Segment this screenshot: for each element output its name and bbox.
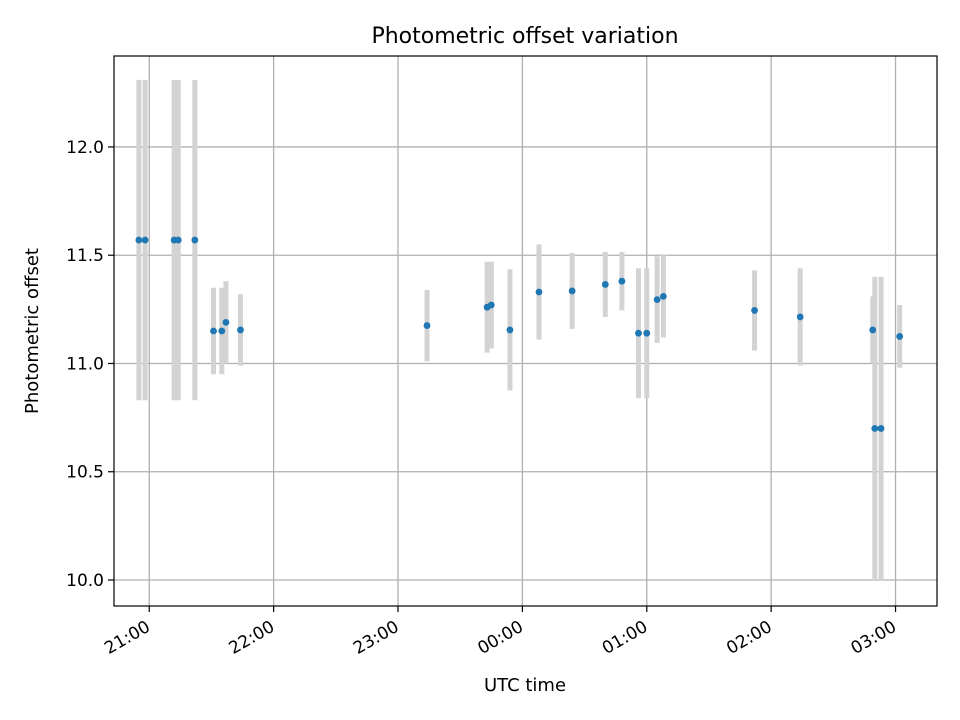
chart-title: Photometric offset variation (371, 24, 678, 49)
y-tick-label: 11.5 (66, 246, 104, 266)
y-tick-label: 12.0 (66, 138, 104, 158)
y-tick-label: 10.0 (66, 571, 104, 591)
data-point (237, 326, 244, 334)
data-point (568, 287, 576, 295)
data-point (653, 296, 661, 304)
y-axis-ticks: 10.0 10.5 11.0 11.5 12.0 (66, 138, 114, 591)
data-point (191, 236, 199, 244)
data-point (869, 326, 877, 334)
data-points (135, 236, 904, 432)
data-point (601, 281, 609, 288)
data-point (871, 425, 879, 432)
y-axis-label: Photometric offset (22, 248, 43, 414)
y-tick-label: 10.5 (66, 463, 104, 483)
data-point (218, 327, 226, 335)
data-point (643, 329, 651, 337)
data-point (141, 236, 149, 244)
data-point (174, 236, 182, 244)
data-point (877, 425, 885, 432)
data-point (659, 292, 667, 300)
data-point (796, 313, 804, 321)
data-point (618, 277, 626, 285)
grid (114, 56, 937, 606)
data-point (506, 326, 514, 334)
data-point (635, 329, 642, 337)
data-point (210, 327, 217, 335)
data-point (222, 318, 230, 326)
data-point (535, 288, 543, 296)
axes-frame (113, 55, 938, 607)
x-axis-label: UTC time (484, 675, 566, 696)
y-tick-label: 11.0 (66, 354, 104, 374)
data-point (751, 307, 758, 314)
data-point (487, 301, 495, 309)
data-point (896, 333, 904, 340)
data-point (135, 236, 143, 244)
data-point (423, 322, 431, 329)
